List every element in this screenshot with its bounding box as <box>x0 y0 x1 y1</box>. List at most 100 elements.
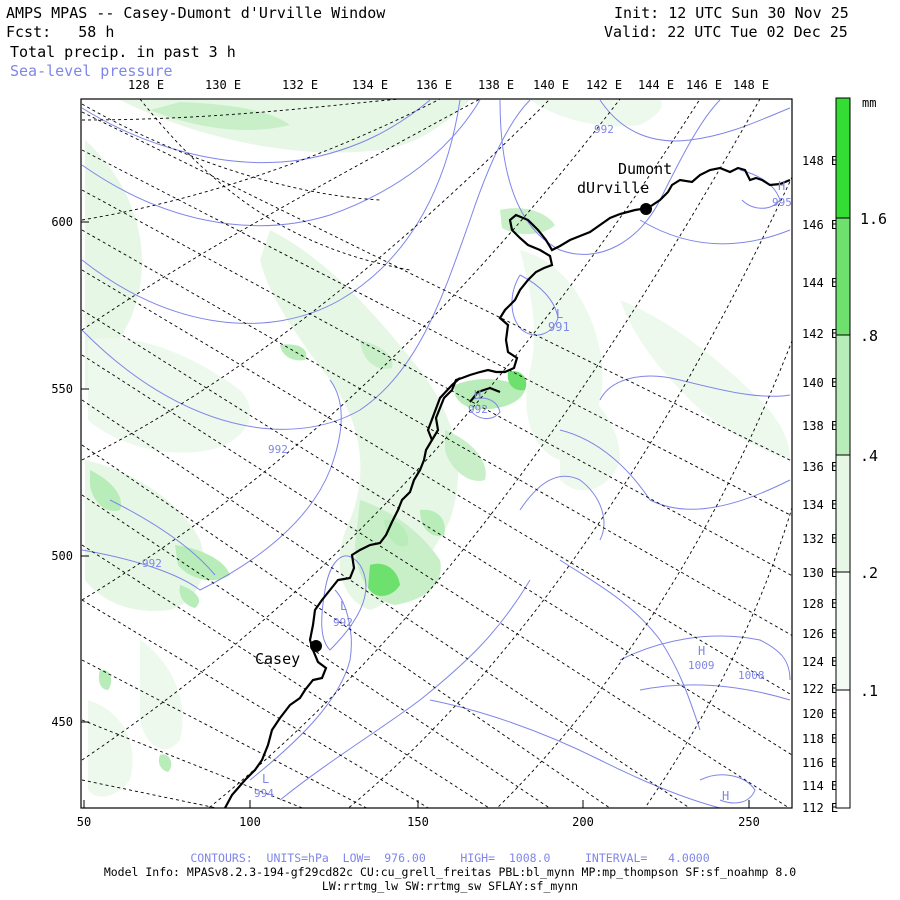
y-tick-label: 550 <box>51 382 73 396</box>
x-axis-labels: 50 100 150 200 250 <box>77 815 760 829</box>
fcst-value: 58 h <box>78 23 115 41</box>
contour-label: 1008 <box>738 669 765 682</box>
contour-label: 1009 <box>688 659 715 672</box>
lon-label: 140 E <box>802 376 838 390</box>
lon-label: 132 E <box>802 532 838 546</box>
pressure-centers: L 991 H L H H L H <box>262 179 785 803</box>
x-tick-label: 150 <box>407 815 429 829</box>
init-value: 12 UTC Sun 30 Nov 25 <box>668 4 849 22</box>
x-tick-label: 100 <box>239 815 261 829</box>
colorbar-segment-light <box>836 455 850 572</box>
lon-label: 134 E <box>802 498 838 512</box>
lon-label: 130 E <box>205 78 241 92</box>
plot-frame <box>80 98 793 809</box>
colorbar-segment-strong <box>836 218 850 335</box>
pressure-center-type: L <box>556 307 563 321</box>
lon-label: 138 E <box>478 78 514 92</box>
colorbar-frame <box>835 97 851 809</box>
valid-value: 22 UTC Tue 02 Dec 25 <box>667 23 848 41</box>
lon-label: 144 E <box>802 276 838 290</box>
lon-label: 128 E <box>802 597 838 611</box>
station-casey-label: Casey <box>255 650 300 668</box>
header-title: AMPS MPAS -- Casey-Dumont d'Urville Wind… <box>6 4 386 22</box>
lon-label: 146 E <box>686 78 722 92</box>
lon-label: 142 E <box>586 78 622 92</box>
lon-label: 116 E <box>802 756 838 770</box>
colorbar-label: .4 <box>860 447 878 465</box>
colorbar-unit: mm <box>862 96 876 110</box>
lon-label: 128 E <box>128 78 164 92</box>
lon-label: 118 E <box>802 732 838 746</box>
init-label: Init: <box>614 4 660 22</box>
pressure-center-type: L <box>340 599 347 613</box>
lon-label: 148 E <box>733 78 769 92</box>
lon-label: 138 E <box>802 419 838 433</box>
colorbar-label: 1.6 <box>860 210 887 228</box>
y-tick-label: 500 <box>51 549 73 563</box>
lon-label: 144 E <box>638 78 674 92</box>
map-plot-area <box>81 99 792 808</box>
colorbar-label: .2 <box>860 564 878 582</box>
lon-label: 112 E <box>802 801 838 815</box>
lon-label: 124 E <box>802 655 838 669</box>
pressure-contours <box>81 99 791 808</box>
x-axis-ticks <box>83 800 750 808</box>
init-time: Init: 12 UTC Sun 30 Nov 25 <box>614 4 849 22</box>
lon-label: 146 E <box>802 218 838 232</box>
contour-label: 992 <box>268 443 288 456</box>
precip-colorbar: mm 1.6 .8 .4 .2 .1 <box>835 96 887 809</box>
contour-info: CONTOURS: UNITS=hPa LOW= 976.00 HIGH= 10… <box>190 851 710 865</box>
lon-label: 148 E <box>802 154 838 168</box>
colorbar-label: .1 <box>860 682 878 700</box>
station-dumont-durville-label-1: Dumont <box>618 160 672 178</box>
station-dumont-durville-marker[interactable] <box>640 203 652 215</box>
y-axis-labels: 600 550 500 450 <box>51 215 73 729</box>
model-info-2: LW:rrtmg_lw SW:rrtmg_sw SFLAY:sf_mynn <box>321 879 579 893</box>
contour-label: 992 <box>333 616 353 629</box>
lon-label: 134 E <box>352 78 388 92</box>
pressure-center-value: 991 <box>548 320 570 334</box>
lon-label: 136 E <box>802 460 838 474</box>
colorbar-segment-max <box>836 98 850 218</box>
lon-label: 114 E <box>802 779 838 793</box>
coastline <box>224 166 791 808</box>
contour-label: 995 <box>772 196 792 209</box>
valid-label: Valid: <box>604 23 659 41</box>
contour-label: 992 <box>142 557 162 570</box>
lon-label: 130 E <box>802 566 838 580</box>
valid-time: Valid: 22 UTC Tue 02 Dec 25 <box>604 23 848 41</box>
graticule <box>81 99 792 808</box>
y-tick-label: 450 <box>51 715 73 729</box>
contour-labels: 992 992 992 992 992 1009 1008 994 995 <box>142 123 792 800</box>
contour-field-label: Sea-level pressure <box>10 62 173 80</box>
lon-label: 140 E <box>533 78 569 92</box>
top-longitude-labels: 128 E 130 E 132 E 134 E 136 E 138 E 140 … <box>128 78 769 92</box>
pressure-center-type: L <box>262 772 269 786</box>
precipitation-field <box>85 100 790 797</box>
pressure-center-type: H <box>698 644 705 658</box>
right-longitude-labels: 148 E 146 E 144 E 142 E 140 E 138 E 136 … <box>802 154 838 815</box>
colorbar-segment-mid <box>836 335 850 455</box>
forecast-hour: Fcst: 58 h <box>6 23 114 41</box>
contour-label: 992 <box>594 123 614 136</box>
field-label: Total precip. in past 3 h <box>10 43 236 61</box>
x-tick-label: 250 <box>738 815 760 829</box>
lon-label: 142 E <box>802 327 838 341</box>
lon-label: 122 E <box>802 682 838 696</box>
x-tick-label: 200 <box>572 815 594 829</box>
lon-label: 132 E <box>282 78 318 92</box>
y-tick-label: 600 <box>51 215 73 229</box>
station-casey-marker[interactable] <box>310 640 322 652</box>
pressure-center-type: H <box>778 179 785 193</box>
contour-label: 994 <box>254 787 274 800</box>
fcst-label: Fcst: <box>6 23 52 41</box>
pressure-center-type: H <box>474 388 481 402</box>
lon-label: 136 E <box>416 78 452 92</box>
y-axis-ticks <box>81 221 89 723</box>
contour-label: 992 <box>468 403 488 416</box>
x-tick-label: 50 <box>77 815 91 829</box>
pressure-center-type: H <box>722 789 729 803</box>
lon-label: 126 E <box>802 627 838 641</box>
lon-label: 120 E <box>802 707 838 721</box>
